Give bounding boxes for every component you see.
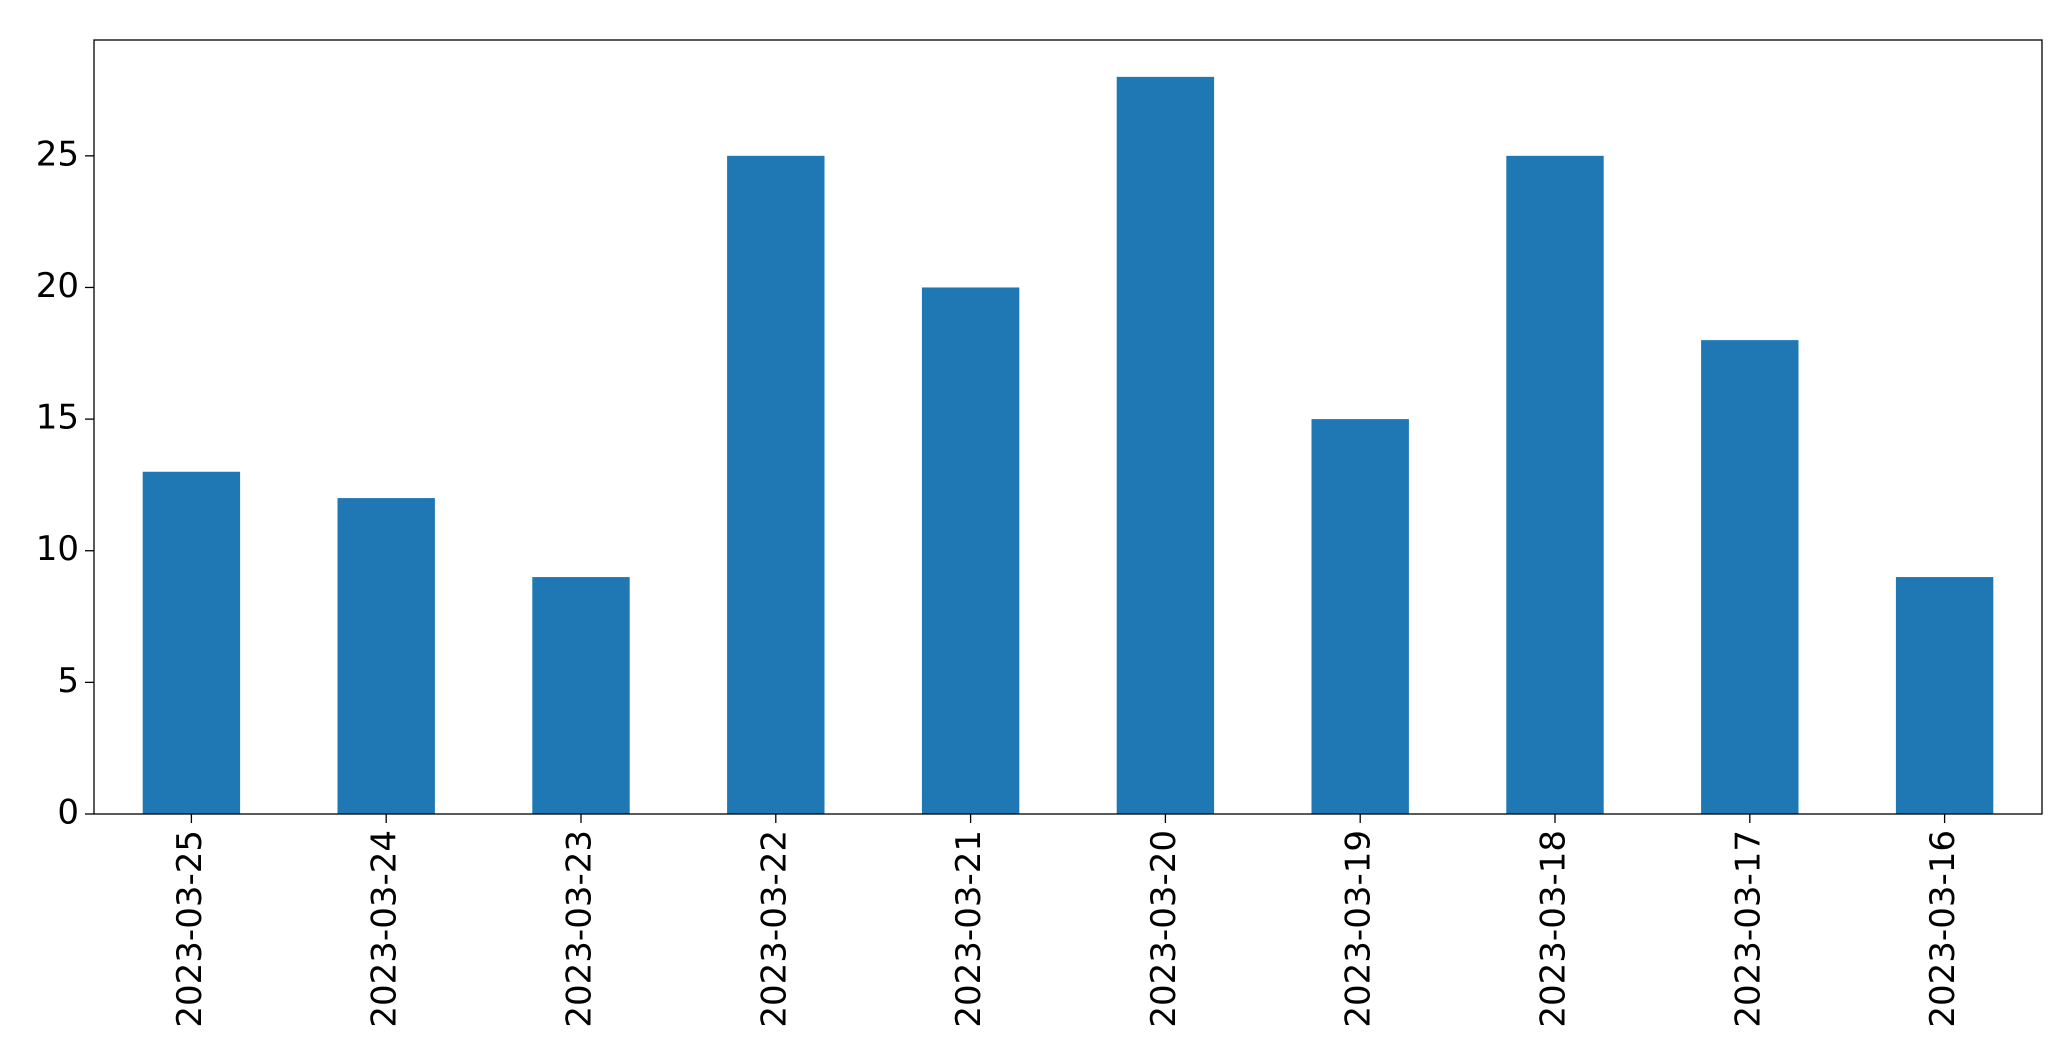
x-tick-label: 2023-03-21: [949, 830, 989, 1028]
bar: [1506, 155, 1604, 814]
bar: [532, 577, 630, 814]
bar: [337, 498, 435, 814]
bar: [1701, 340, 1799, 814]
y-tick-label: 20: [36, 266, 79, 306]
y-tick-label: 5: [57, 661, 79, 701]
x-tick-label: 2023-03-25: [170, 830, 210, 1028]
x-tick-label: 2023-03-19: [1339, 830, 1379, 1028]
bar: [1311, 419, 1409, 814]
bar: [921, 287, 1020, 815]
y-tick-label: 10: [36, 529, 79, 569]
bar: [142, 471, 241, 814]
x-tick-label: 2023-03-24: [365, 830, 405, 1028]
y-tick-label: 15: [36, 398, 79, 438]
x-tick-label: 2023-03-22: [754, 830, 794, 1028]
bar: [1116, 76, 1215, 815]
y-tick-label: 0: [57, 793, 79, 833]
bar: [1895, 577, 1994, 814]
bar: [727, 155, 825, 814]
x-tick-label: 2023-03-17: [1728, 830, 1768, 1028]
x-tick-label: 2023-03-23: [560, 830, 600, 1028]
y-tick-label: 25: [36, 134, 79, 174]
x-tick-label: 2023-03-20: [1144, 830, 1184, 1028]
x-tick-label: 2023-03-16: [1923, 830, 1963, 1028]
plot-frame: [93, 39, 2043, 815]
x-tick-label: 2023-03-18: [1534, 830, 1574, 1028]
